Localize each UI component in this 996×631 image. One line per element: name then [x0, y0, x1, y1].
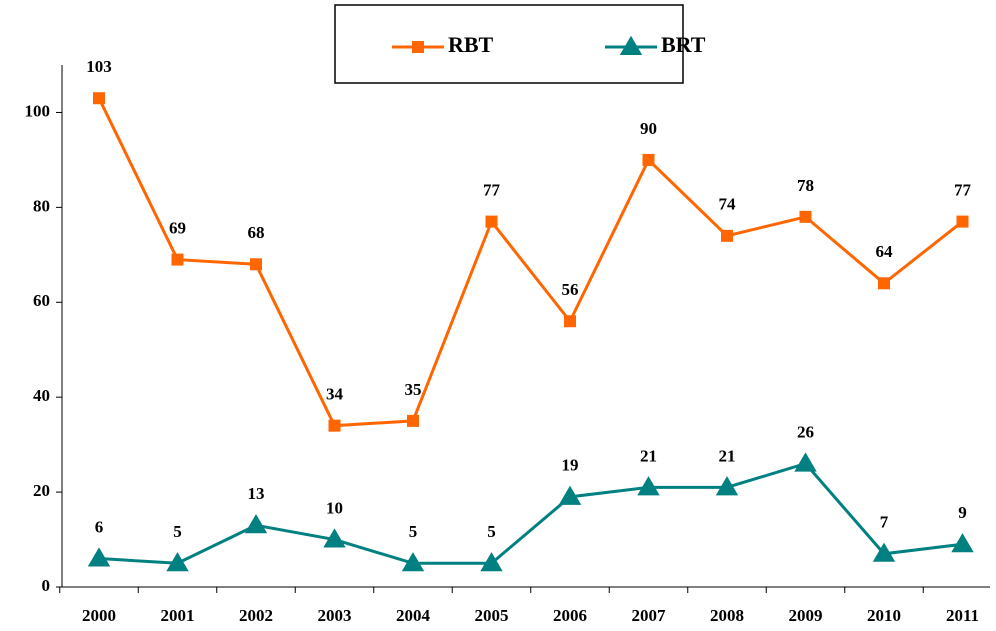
- x-tick-label: 2008: [710, 606, 744, 625]
- y-tick-label: 0: [42, 576, 51, 595]
- data-label: 35: [405, 380, 422, 399]
- data-label: 77: [954, 181, 972, 200]
- point: [93, 92, 105, 105]
- x-tick-label: 2010: [867, 606, 901, 625]
- data-label: 34: [326, 385, 344, 404]
- data-label: 6: [95, 517, 104, 536]
- data-label: 10: [326, 498, 343, 517]
- y-tick-label: 100: [25, 101, 51, 120]
- legend-label: BRT: [661, 32, 706, 57]
- point: [721, 229, 733, 242]
- legend-marker: [619, 35, 643, 55]
- x-tick-label: 2009: [789, 606, 823, 625]
- data-label: 78: [797, 176, 814, 195]
- point: [564, 315, 576, 328]
- data-label: 74: [719, 195, 737, 214]
- data-label: 64: [876, 242, 894, 261]
- data-label: 5: [173, 522, 182, 541]
- data-label: 19: [562, 456, 579, 475]
- data-label: 26: [797, 423, 814, 442]
- point: [794, 452, 817, 472]
- y-tick-label: 80: [33, 196, 50, 215]
- data-label: 9: [958, 503, 967, 522]
- point: [171, 253, 184, 266]
- x-tick-label: 2002: [239, 606, 273, 625]
- point: [244, 514, 268, 534]
- x-tick-label: 2004: [396, 606, 431, 625]
- data-label: 69: [169, 218, 186, 237]
- data-label: 90: [640, 119, 657, 138]
- point: [558, 485, 582, 505]
- x-tick-label: 2001: [161, 606, 195, 625]
- point: [956, 215, 969, 228]
- point: [872, 542, 896, 562]
- data-label: 13: [248, 484, 265, 503]
- x-tick-label: 2006: [553, 606, 587, 625]
- point: [637, 476, 660, 496]
- x-tick-label: 2003: [318, 606, 352, 625]
- point: [328, 419, 341, 432]
- y-tick-label: 60: [33, 291, 50, 310]
- point: [951, 533, 974, 553]
- point: [715, 476, 739, 496]
- series-line: [97, 97, 964, 428]
- point: [480, 552, 503, 572]
- legend-marker: [412, 41, 424, 53]
- point: [87, 547, 111, 567]
- data-label: 68: [248, 223, 265, 242]
- data-label: 77: [483, 181, 501, 200]
- y-tick-label: 40: [33, 386, 50, 405]
- x-tick-label: 2007: [632, 606, 667, 625]
- y-tick-label: 20: [33, 481, 50, 500]
- x-tick-label: 2011: [946, 606, 979, 625]
- point: [323, 528, 346, 548]
- legend-label: RBT: [448, 32, 494, 57]
- data-label: 21: [719, 446, 736, 465]
- data-label: 7: [880, 513, 889, 532]
- point: [642, 153, 655, 166]
- x-tick-label: 2000: [82, 606, 116, 625]
- data-label: 21: [640, 446, 657, 465]
- data-label: 103: [86, 57, 112, 76]
- data-label: 5: [487, 522, 496, 541]
- series-line: [98, 461, 963, 565]
- x-tick-label: 2005: [475, 606, 509, 625]
- legend-box: [334, 4, 684, 84]
- point: [485, 215, 498, 228]
- data-label: 56: [562, 280, 579, 299]
- point: [407, 414, 419, 427]
- point: [250, 258, 262, 271]
- point: [878, 277, 890, 290]
- point: [799, 210, 812, 223]
- point: [401, 552, 425, 572]
- data-label: 5: [409, 522, 418, 541]
- point: [166, 552, 189, 572]
